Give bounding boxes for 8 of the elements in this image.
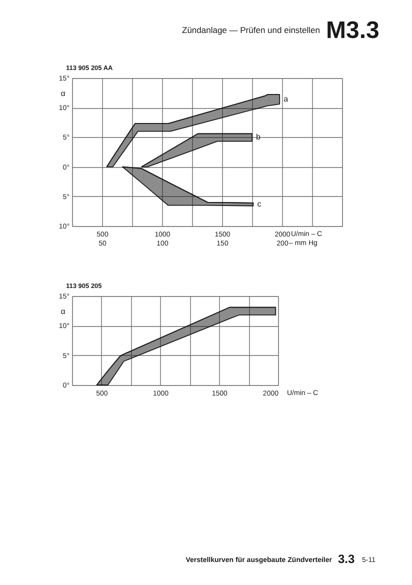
series-label: a [284, 94, 289, 104]
text: Zündanlage — Prüfen und einstellen [182, 25, 320, 35]
y-axis-title: α [60, 89, 66, 98]
text: M3.3 [326, 17, 380, 44]
text: 3.3 [338, 552, 356, 566]
series-label: b [256, 132, 261, 142]
y-axis-title: α [60, 307, 66, 316]
series-label: c [257, 199, 262, 208]
